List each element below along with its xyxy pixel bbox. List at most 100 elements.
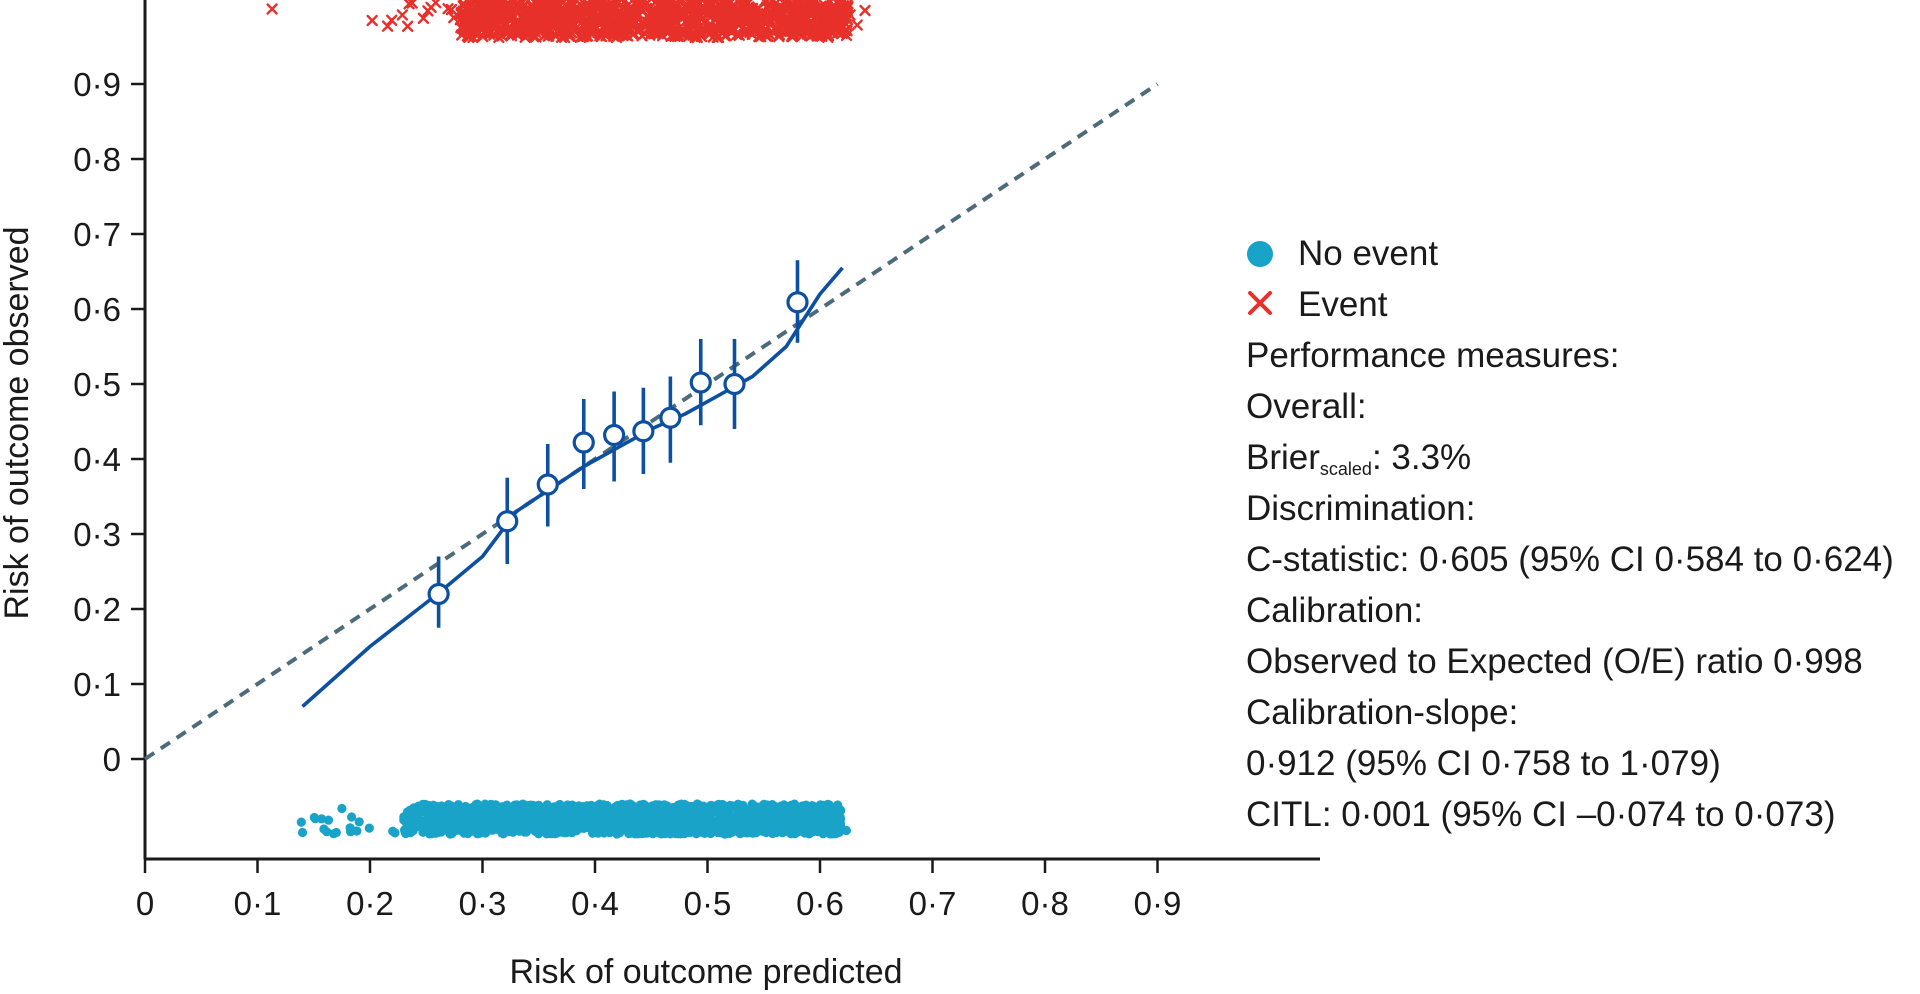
event-point bbox=[769, 3, 781, 15]
event-point bbox=[457, 0, 470, 10]
no-event-point bbox=[695, 814, 705, 824]
no-event-point bbox=[469, 807, 479, 817]
discrimination-heading: Discrimination: bbox=[1246, 489, 1476, 528]
no-event-point bbox=[364, 823, 374, 833]
no-event-point bbox=[780, 802, 790, 812]
no-event-point bbox=[700, 804, 711, 815]
event-point bbox=[520, 11, 532, 24]
event-point bbox=[726, 6, 738, 19]
no-event-point bbox=[518, 817, 528, 827]
no-event-point bbox=[480, 799, 490, 809]
brier-prefix: Brier bbox=[1246, 438, 1320, 477]
event-point bbox=[469, 5, 481, 18]
event-point bbox=[406, 0, 418, 9]
no-event-point bbox=[607, 816, 618, 826]
no-event-point bbox=[577, 814, 587, 825]
no-event-point bbox=[638, 828, 648, 839]
no-event-point bbox=[653, 827, 663, 837]
event-point bbox=[605, 17, 618, 29]
event-points bbox=[266, 0, 871, 44]
event-point bbox=[801, 13, 813, 26]
no-event-dot-icon bbox=[1247, 240, 1273, 267]
y-tick-label: 0·3 bbox=[73, 516, 121, 553]
no-event-point bbox=[310, 814, 320, 824]
no-event-point bbox=[546, 812, 556, 822]
event-point bbox=[788, 28, 800, 41]
no-event-point bbox=[482, 825, 492, 835]
no-event-point bbox=[658, 820, 668, 830]
brier-score: Brierscaled: 3.3% bbox=[1246, 432, 1916, 483]
x-tick-label: 0·6 bbox=[796, 885, 844, 922]
event-point bbox=[632, 7, 644, 19]
event-point bbox=[647, 4, 659, 16]
event-point bbox=[832, 14, 845, 27]
decile-point bbox=[689, 371, 712, 394]
event-point bbox=[430, 0, 442, 9]
x-tick-label: 0·5 bbox=[684, 885, 732, 922]
no-event-point bbox=[841, 825, 852, 836]
event-point bbox=[401, 20, 414, 32]
event-point bbox=[820, 12, 832, 24]
x-tick-label: 0·4 bbox=[571, 885, 619, 922]
no-event-point bbox=[713, 827, 723, 838]
event-point bbox=[727, 25, 739, 37]
event-point bbox=[403, 0, 415, 10]
no-event-point bbox=[354, 817, 364, 827]
event-point bbox=[547, 8, 560, 20]
no-event-point bbox=[586, 800, 596, 810]
no-event-point bbox=[728, 801, 738, 811]
no-event-point bbox=[510, 803, 520, 813]
event-point bbox=[417, 12, 430, 24]
event-point bbox=[662, 16, 675, 28]
event-point bbox=[385, 14, 398, 26]
no-event-point bbox=[744, 822, 754, 833]
event-point bbox=[586, 13, 599, 26]
no-event-point bbox=[399, 812, 409, 822]
event-point bbox=[749, 23, 762, 35]
event-point bbox=[494, 0, 506, 12]
event-point bbox=[698, 16, 711, 29]
no-event-point bbox=[596, 822, 606, 832]
event-point bbox=[396, 9, 409, 21]
event-point bbox=[840, 18, 853, 31]
no-event-point bbox=[721, 829, 731, 839]
event-point bbox=[473, 22, 485, 34]
no-event-point bbox=[337, 803, 347, 814]
reference-line bbox=[143, 82, 1159, 761]
event-point bbox=[717, 26, 729, 38]
event-point bbox=[733, 29, 745, 41]
no-event-point bbox=[675, 819, 685, 829]
y-tick-label: 0·6 bbox=[73, 291, 121, 328]
no-event-point bbox=[506, 817, 516, 827]
no-event-point bbox=[631, 821, 642, 832]
calibration-slope-heading: Calibration-slope: bbox=[1246, 693, 1519, 732]
event-point bbox=[566, 0, 579, 8]
no-event-point bbox=[547, 827, 557, 837]
event-point bbox=[479, 19, 491, 31]
event-point bbox=[651, 24, 664, 36]
no-event-point bbox=[331, 827, 341, 838]
no-event-point bbox=[427, 807, 437, 817]
no-event-point bbox=[814, 813, 824, 823]
no-event-point bbox=[676, 808, 686, 818]
event-point bbox=[701, 0, 713, 10]
event-point bbox=[859, 4, 871, 17]
c-statistic: C-statistic: 0·605 (95% CI 0·584 to 0·62… bbox=[1246, 540, 1894, 579]
x-tick-label: 0·1 bbox=[234, 885, 282, 922]
event-point bbox=[773, 30, 785, 43]
event-point bbox=[469, 22, 481, 34]
no-event-point bbox=[426, 818, 436, 828]
no-event-point bbox=[692, 827, 702, 837]
no-event-point bbox=[473, 817, 483, 827]
no-event-point bbox=[628, 813, 638, 823]
event-point bbox=[579, 0, 591, 11]
brier-subscript: scaled bbox=[1319, 459, 1372, 479]
no-event-point bbox=[651, 800, 661, 810]
no-event-point bbox=[818, 801, 829, 811]
no-event-point bbox=[729, 826, 739, 836]
no-event-point bbox=[828, 806, 838, 817]
no-event-point bbox=[557, 827, 567, 837]
no-event-point bbox=[347, 812, 357, 822]
event-point bbox=[563, 0, 576, 9]
no-event-point bbox=[818, 829, 828, 839]
